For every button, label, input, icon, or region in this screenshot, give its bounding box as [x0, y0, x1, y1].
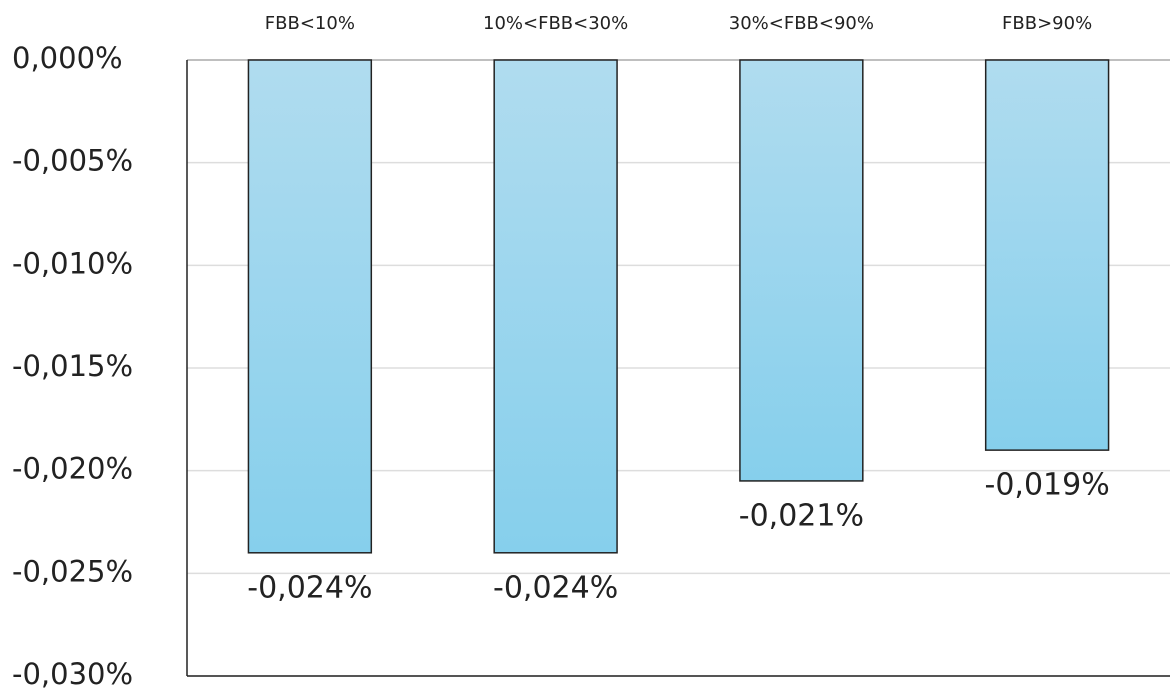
- y-tick-label: -0,025%: [12, 554, 133, 588]
- bar: [493, 59, 618, 554]
- x-tick-label: FBB>90%: [1002, 13, 1092, 34]
- value-label: -0,021%: [739, 498, 864, 533]
- bar: [984, 59, 1110, 451]
- value-label: -0,024%: [493, 570, 618, 605]
- value-label: -0,024%: [247, 570, 372, 605]
- y-tick-label: -0,020%: [12, 452, 133, 486]
- y-tick-label: 0,000%: [12, 41, 123, 75]
- x-tick-label: 10%<FBB<30%: [483, 13, 628, 34]
- y-tick-label: -0,030%: [12, 657, 133, 691]
- y-tick-label: -0,005%: [12, 144, 133, 178]
- x-tick-label: 30%<FBB<90%: [729, 13, 874, 34]
- y-tick-label: -0,015%: [12, 349, 133, 383]
- value-label: -0,019%: [985, 468, 1110, 503]
- y-tick-label: -0,010%: [12, 246, 133, 280]
- bar: [247, 59, 373, 554]
- bar: [739, 59, 864, 482]
- x-tick-label: FBB<10%: [265, 13, 355, 34]
